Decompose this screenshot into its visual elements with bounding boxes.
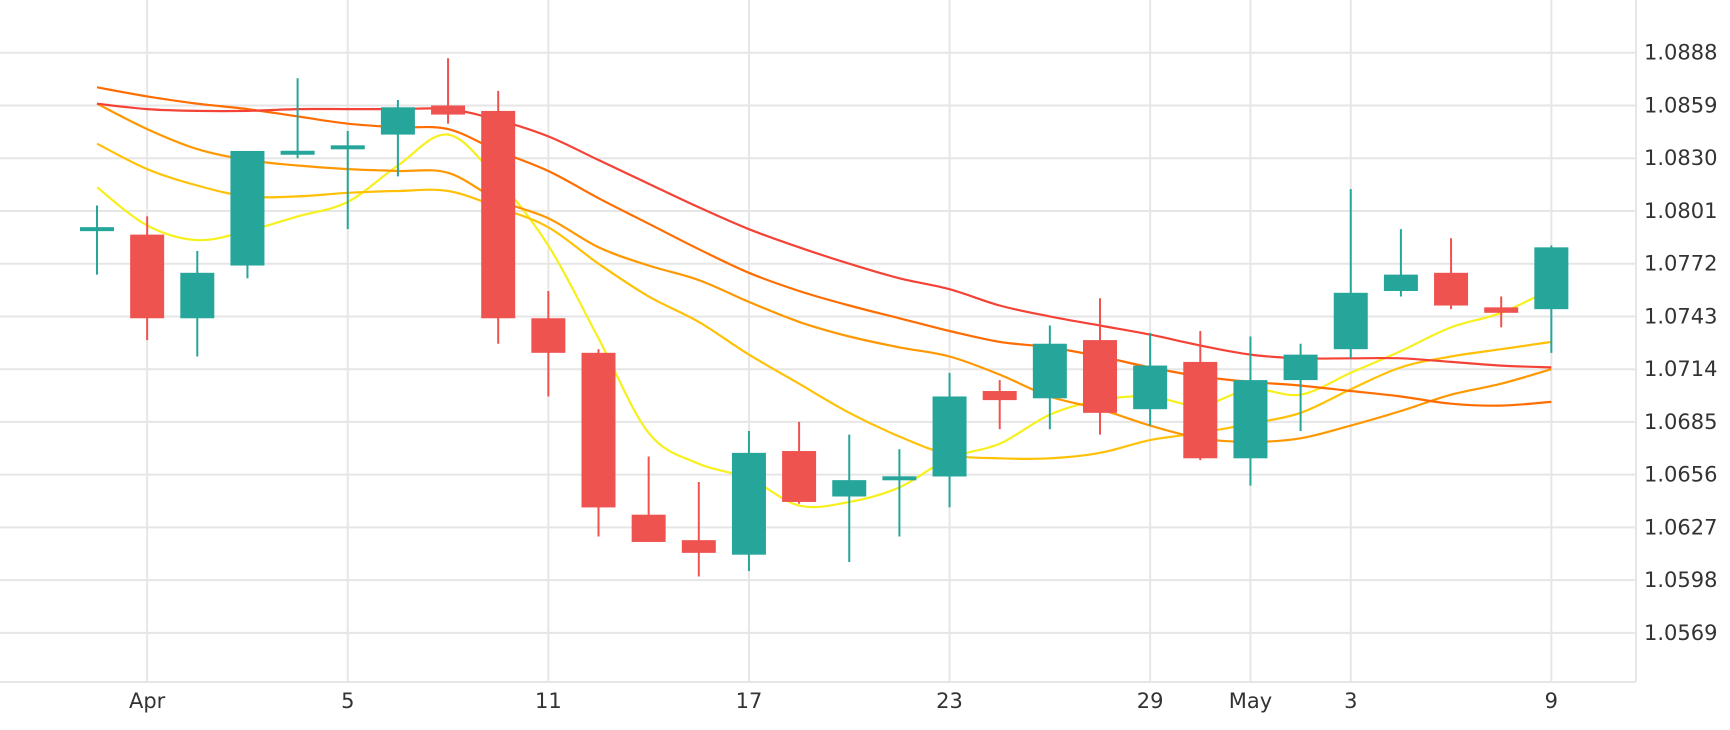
x-tick-label: 9 (1545, 689, 1558, 713)
candle (1534, 245, 1569, 353)
candle (330, 130, 365, 230)
candle (180, 250, 215, 357)
candle (531, 290, 566, 397)
candle-body-down (1183, 361, 1218, 459)
y-tick-label: 1.0685 (1644, 410, 1717, 434)
candle (782, 421, 817, 504)
x-tick-label: 17 (736, 689, 763, 713)
candle-body-up (330, 145, 365, 150)
candle-body-up (1233, 380, 1268, 459)
x-tick-label: 29 (1137, 689, 1164, 713)
x-tick-label: Apr (129, 689, 166, 713)
y-tick-label: 1.0830 (1644, 146, 1717, 170)
candle (1183, 330, 1218, 461)
candle (1032, 325, 1067, 430)
x-tick-label: 5 (341, 689, 354, 713)
candle (581, 349, 616, 537)
y-tick-label: 1.0569 (1644, 621, 1717, 645)
candle (1083, 298, 1117, 435)
candle (130, 216, 165, 341)
candle (982, 380, 1017, 430)
moving-average-line-1 (96, 133, 1552, 509)
y-tick-label: 1.0598 (1644, 568, 1717, 592)
candle-body-down (782, 451, 817, 502)
moving-average-lines (96, 86, 1552, 509)
candle (1383, 229, 1418, 297)
candle-body-down (481, 110, 516, 319)
candle-body-down (531, 318, 566, 353)
candle (1133, 332, 1168, 426)
x-tick-label: May (1229, 689, 1272, 713)
x-tick-label: 23 (936, 689, 963, 713)
candle-body-down (1083, 340, 1117, 413)
candle-body-up (1032, 343, 1067, 399)
candle-body-down (982, 391, 1017, 401)
moving-average-line-3 (96, 102, 1552, 444)
grid (0, 0, 1637, 683)
candle-body-up (1333, 292, 1368, 350)
candle-body-up (832, 480, 867, 497)
candle-body-up (80, 227, 114, 232)
candle-body-up (1133, 365, 1168, 410)
candle-body-up (1534, 247, 1569, 310)
y-tick-label: 1.0801 (1644, 199, 1717, 223)
candle (882, 449, 917, 537)
moving-average-line-4 (96, 86, 1552, 407)
y-tick-label: 1.0656 (1644, 463, 1717, 487)
x-tick-label: 11 (535, 689, 562, 713)
y-tick-label: 1.0772 (1644, 252, 1717, 276)
candle-body-down (631, 514, 666, 542)
y-tick-label: 1.0743 (1644, 304, 1717, 328)
candle (380, 100, 415, 177)
candle (431, 58, 466, 124)
y-tick-label: 1.0859 (1644, 93, 1717, 117)
candle-body-up (180, 272, 215, 319)
candle (230, 150, 265, 279)
y-tick-label: 1.0888 (1644, 41, 1717, 65)
candle-body-up (731, 452, 766, 555)
candle-body-down (1484, 307, 1519, 313)
candle-body-up (932, 396, 967, 477)
candle-body-up (1283, 354, 1318, 381)
candle-body-up (230, 150, 265, 266)
candle (932, 372, 967, 508)
candle (280, 78, 315, 159)
candles (80, 58, 1569, 577)
candle (481, 90, 516, 344)
candle-body-up (882, 476, 917, 481)
candle-body-down (431, 105, 466, 115)
candle-body-down (681, 540, 716, 553)
candle-body-down (130, 234, 165, 319)
candle (80, 205, 114, 275)
axes: 1.0569 1.0598 1.0627 1.0656 1.0685 1.0714 1.07… (129, 41, 1718, 713)
candle-body-down (1434, 272, 1469, 306)
candle-body-up (380, 107, 415, 135)
candle-body-up (280, 150, 315, 155)
moving-average-line-5 (96, 102, 1552, 369)
candle (832, 434, 867, 562)
candle (1333, 189, 1368, 359)
moving-average-line-2 (96, 142, 1552, 460)
candle-body-up (1383, 274, 1418, 291)
y-tick-label: 1.0627 (1644, 515, 1717, 539)
candle (1484, 296, 1519, 328)
candle (1434, 238, 1469, 310)
candle (1283, 343, 1318, 432)
candle-body-down (581, 352, 616, 508)
y-tick-label: 1.0714 (1644, 357, 1717, 381)
x-tick-label: 3 (1344, 689, 1357, 713)
candle (631, 456, 666, 542)
candle (681, 481, 716, 577)
candle (1233, 336, 1268, 486)
candle (731, 431, 766, 572)
